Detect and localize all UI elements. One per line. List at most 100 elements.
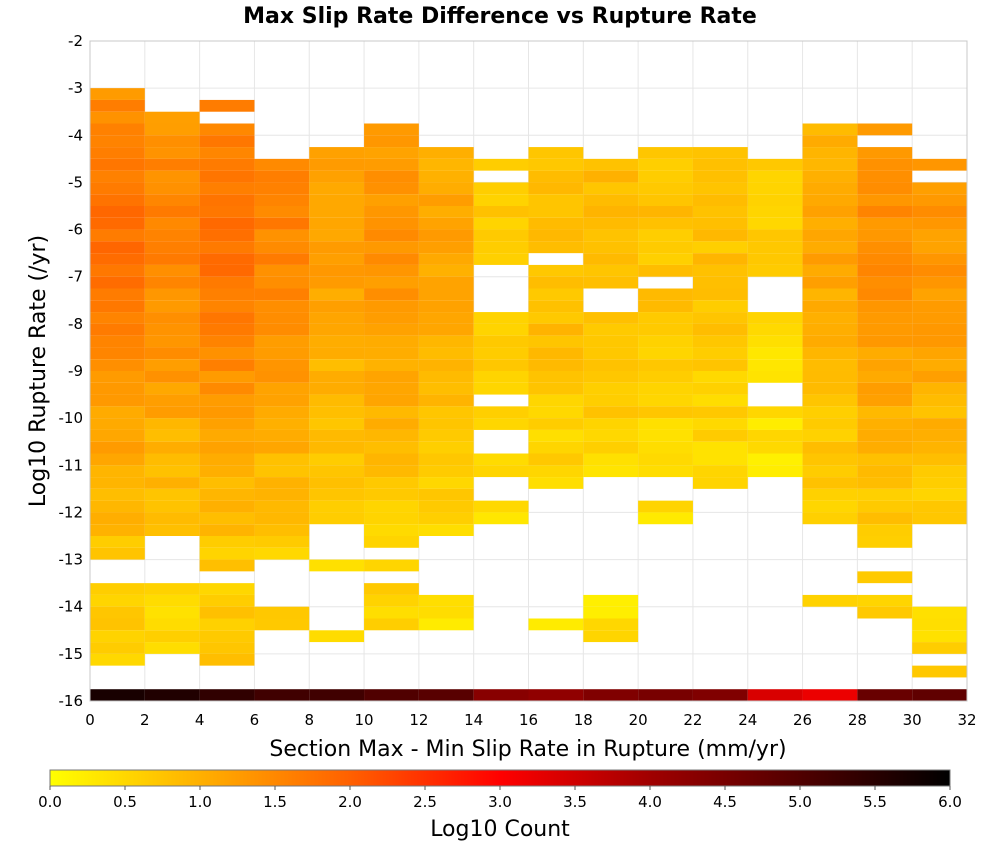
heatmap-cell [692,206,748,218]
heatmap-cell [90,88,145,100]
heatmap-cell [199,371,255,383]
heatmap-cell [144,453,200,466]
heatmap-cell [692,194,748,206]
heatmap-cell [692,241,748,254]
heatmap-cell [418,147,474,159]
heatmap-cell [254,194,310,206]
heatmap-cell [90,441,145,454]
heatmap-cell [857,123,913,136]
heatmap-cell [254,253,310,265]
x-tick-label: 22 [683,711,702,729]
heatmap-cell [364,288,419,301]
heatmap-cell [638,300,693,313]
heatmap-cell [144,335,200,348]
heatmap-cell [857,158,913,171]
heatmap-cell [747,182,803,195]
heatmap-cell [638,264,693,277]
heatmap-cell [912,264,967,277]
heatmap-cell [692,418,748,430]
heatmap-cell [857,335,913,348]
heatmap-cell [692,158,748,171]
heatmap-cell [144,477,200,489]
heatmap-cell [199,488,255,501]
heatmap-cell [473,253,529,265]
heatmap-cells [90,88,967,701]
colorbar-tick-label: 5.0 [788,793,812,811]
colorbar-tick-label: 3.5 [563,793,587,811]
heatmap-cell [912,394,967,407]
heatmap-cell [857,453,913,466]
heatmap-cell [473,335,529,348]
heatmap-cell [309,488,365,501]
heatmap-cell [528,371,584,383]
heatmap-cell [418,229,474,242]
heatmap-cell [199,288,255,301]
heatmap-cell [802,429,858,442]
heatmap-cell [802,323,858,336]
heatmap-cell [857,276,913,289]
heatmap-cell [90,241,145,254]
heatmap-cell [199,524,255,536]
heatmap-cell [144,418,200,430]
heatmap-cell [857,264,913,277]
heatmap-cell [418,477,474,489]
heatmap-cell [473,158,529,171]
heatmap-cell [90,418,145,430]
heatmap-cell [692,182,748,195]
colorbar-tick-label: 3.0 [488,793,512,811]
heatmap-cell [802,123,858,136]
heatmap-cell [912,665,967,678]
heatmap-cell [418,241,474,254]
heatmap-cell [199,253,255,265]
heatmap-cell [583,182,639,195]
heatmap-cell [528,359,584,371]
heatmap-cell [528,406,584,419]
heatmap-cell [144,312,200,324]
heatmap-cell [802,276,858,289]
heatmap-cell [802,288,858,301]
heatmap-cell [144,488,200,501]
heatmap-cell [144,111,200,124]
heatmap-cell [857,536,913,548]
heatmap-cell [857,571,913,584]
y-tick-label: -9 [68,362,83,380]
heatmap-cell [199,312,255,324]
heatmap-cell [309,206,365,218]
heatmap-cell [418,312,474,324]
heatmap-cell [364,618,419,631]
heatmap-cell [528,170,584,183]
heatmap-cell [254,477,310,489]
heatmap-cell [364,406,419,419]
heatmap-cell [638,512,693,525]
heatmap-cell [254,300,310,313]
heatmap-cell [638,253,693,265]
heatmap-cell [254,359,310,371]
heatmap-cell [254,158,310,171]
heatmap-cell [583,264,639,277]
heatmap-cell [90,606,145,619]
heatmap-cell [418,500,474,513]
heatmap-cell [528,477,584,489]
heatmap-cell [802,300,858,313]
heatmap-cell [418,276,474,289]
heatmap-cell [638,500,693,513]
heatmap-cell [144,347,200,360]
heatmap-cell [364,429,419,442]
colorbar-tick-label: 5.5 [863,793,887,811]
heatmap-cell [692,347,748,360]
heatmap-cell [144,229,200,242]
heatmap-cell [638,347,693,360]
heatmap-cell [364,465,419,478]
heatmap-cell [418,371,474,383]
colorbar-tick-label: 4.5 [713,793,737,811]
heatmap-cell [802,312,858,324]
heatmap-cell [418,288,474,301]
heatmap-cell [912,217,967,230]
heatmap-cell [528,217,584,230]
heatmap-cell [638,453,693,466]
heatmap-cell [802,594,858,607]
heatmap-cell [528,300,584,313]
heatmap-cell [802,147,858,159]
heatmap-cell [199,241,255,254]
heatmap-cell [309,264,365,277]
